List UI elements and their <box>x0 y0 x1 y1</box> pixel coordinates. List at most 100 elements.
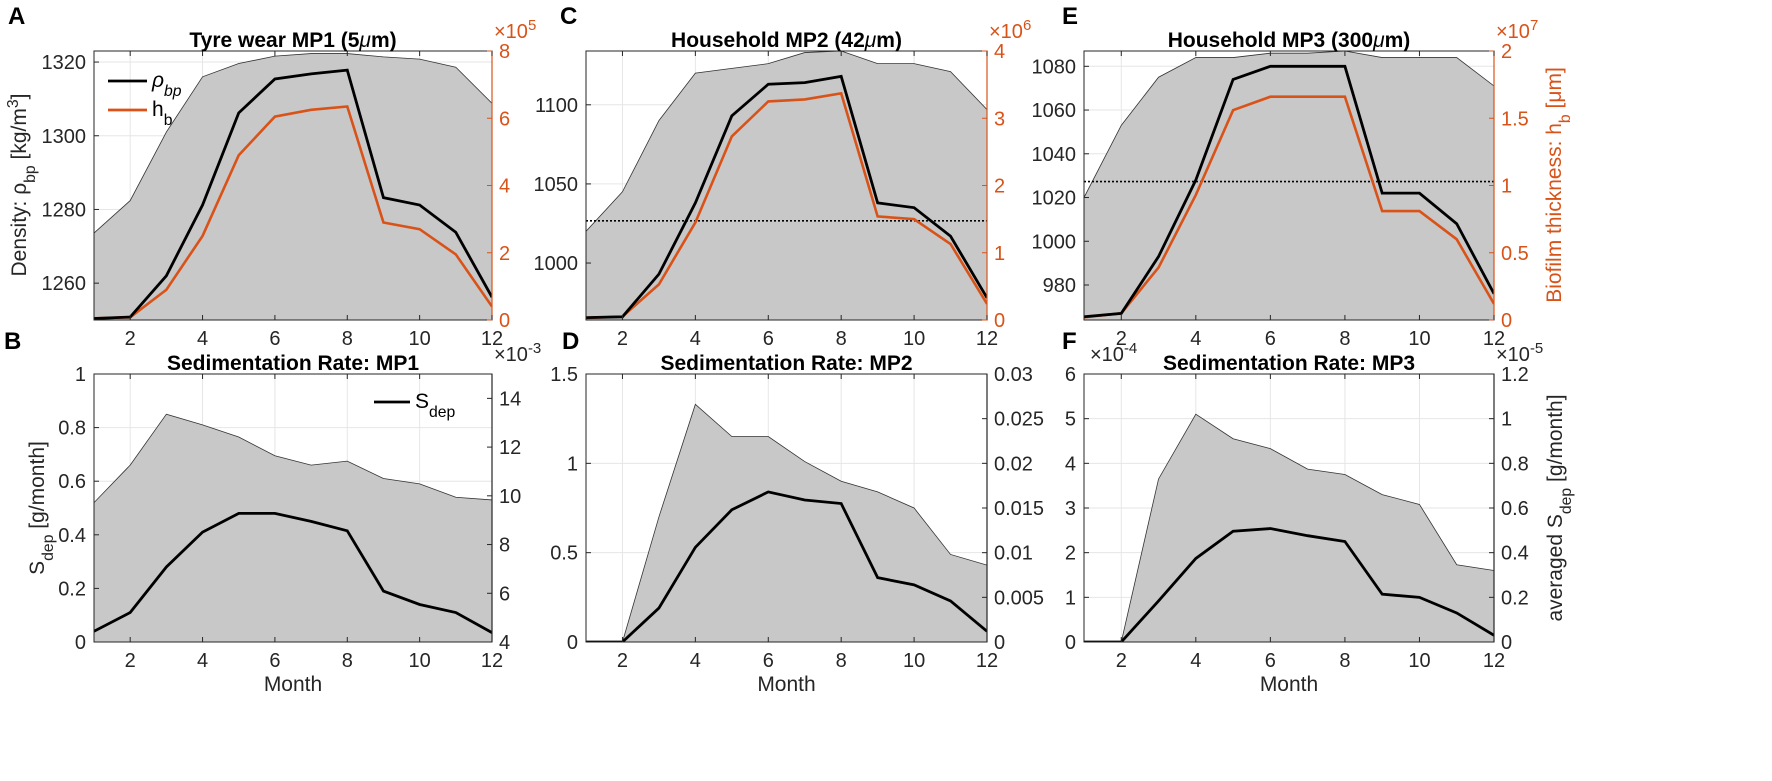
y-axis-label-sdep: Sdep [g/month] <box>26 441 57 575</box>
y-tick-label: 1000 <box>534 253 579 275</box>
y-tick-label: 1.5 <box>550 364 578 386</box>
x-tick-label: 8 <box>1339 650 1350 672</box>
title-part: Household MP2 (42 <box>671 29 865 52</box>
y-tick-label: 1 <box>1065 587 1076 609</box>
y-tick-label: 5 <box>1065 409 1076 431</box>
y-right-tick-label: 1 <box>994 243 1005 265</box>
x-tick-label: 8 <box>342 650 353 672</box>
panel-letter: C <box>560 3 577 30</box>
x-tick-label: 4 <box>197 650 208 672</box>
y-tick-label: 1000 <box>1032 231 1077 253</box>
y-tick-label: 1300 <box>42 126 87 148</box>
y-right-tick-label: 4 <box>499 176 510 198</box>
y-axis-label-averaged-sdep-part: dep <box>1558 488 1575 515</box>
x-tick-label: 2 <box>1116 328 1127 350</box>
envelope-area <box>1084 414 1494 642</box>
y-right-tick-label: 2 <box>499 243 510 265</box>
panel-d: 2 4 6 8 10 1200.511.500.0050.010.0150.020.025… <box>550 328 1044 696</box>
y-right-tick-label: 3 <box>994 108 1005 130</box>
series-hb-line <box>94 105 492 320</box>
legend-sdep-label-part: dep <box>429 404 456 421</box>
y-right-tick-label: 0.005 <box>994 587 1044 609</box>
y-right-tick-label: 0.02 <box>994 453 1033 475</box>
legend-hb-label-part: b <box>164 112 173 129</box>
panel-title: Tyre wear MP1 (5μm) <box>189 29 396 52</box>
right-axis-exponent-part: 6 <box>1023 17 1031 34</box>
y-right-tick-label: 6 <box>499 583 510 605</box>
x-tick-label: 12 <box>976 328 998 350</box>
data-layer <box>1084 413 1494 642</box>
x-tick-label: 2 <box>125 328 136 350</box>
y-axis-label-density-part: ] <box>8 94 31 100</box>
y-right-tick-label: 0.8 <box>1501 453 1529 475</box>
envelope-area <box>586 404 987 642</box>
envelope-edge <box>586 403 987 642</box>
y-right-tick-label: 14 <box>499 388 521 410</box>
y-tick-label: 3 <box>1065 498 1076 520</box>
x-tick-label: 12 <box>481 328 503 350</box>
panel-letter: F <box>1062 328 1077 355</box>
y-right-tick-label: 12 <box>499 437 521 459</box>
x-tick-label: 4 <box>1190 650 1201 672</box>
right-axis-exponent-part: 7 <box>1530 17 1538 34</box>
panel-title: Sedimentation Rate: MP3 <box>1163 352 1415 375</box>
y-tick-label: 1 <box>567 453 578 475</box>
panel-title: Household MP3 (300μm) <box>1168 29 1411 52</box>
x-tick-label: 4 <box>197 328 208 350</box>
panel-letter: A <box>8 3 25 30</box>
y-right-tick-label: 4 <box>994 41 1005 63</box>
right-axis-exponent-part: -3 <box>528 340 541 357</box>
data-layer <box>1084 51 1494 320</box>
x-tick-label: 6 <box>1265 650 1276 672</box>
x-tick-label: 12 <box>1483 650 1505 672</box>
y-tick-label: 1100 <box>535 95 578 117</box>
y-axis-label-sdep-part: S <box>26 561 49 575</box>
y-right-tick-label: 10 <box>499 486 521 508</box>
envelope-edge <box>1084 51 1494 198</box>
title-part: m) <box>1385 29 1411 52</box>
x-tick-label: 2 <box>125 650 136 672</box>
y-tick-label: 2 <box>1065 543 1076 565</box>
y-tick-label: 0.4 <box>58 525 86 547</box>
data-layer <box>586 403 987 642</box>
y-tick-label: 1260 <box>42 273 87 295</box>
y-right-tick-label: 0 <box>1501 632 1512 654</box>
series-rho-line <box>94 68 492 320</box>
panel-b: 2 4 6 8 10 1200.20.40.60.81468101214×10-3Sedi… <box>4 328 541 672</box>
right-axis-exponent-part: ×10 <box>494 21 528 43</box>
legend-hb-label-part: h <box>152 98 164 121</box>
y-axis-label-averaged-sdep: averaged Sdep [g/month] <box>1544 394 1575 621</box>
x-tick-label: 10 <box>409 328 431 350</box>
left-axis-exponent-part: -4 <box>1124 340 1137 357</box>
envelope-area <box>586 51 987 320</box>
title-part: m) <box>876 29 902 52</box>
y-right-tick-label: 0.01 <box>994 543 1033 565</box>
y-axis-label-sdep-part: dep <box>40 534 57 561</box>
x-tick-label: 10 <box>903 328 925 350</box>
x-axis-label-b: Month <box>264 673 322 696</box>
right-axis-exponent-part: ×10 <box>1496 344 1530 366</box>
x-tick-label: 8 <box>836 650 847 672</box>
series-rho-line <box>1084 64 1494 319</box>
y-right-tick-label: 0.4 <box>1501 543 1529 565</box>
y-right-tick-label: 8 <box>499 535 510 557</box>
y-axis-label-density: Density: ρbp [kg/m3] <box>5 94 39 277</box>
y-right-tick-label: 2 <box>1501 41 1512 63</box>
envelope-area <box>94 414 492 642</box>
y-tick-label: 1280 <box>42 199 87 221</box>
series-sdep-line <box>1084 527 1494 642</box>
series-hb-line <box>1084 95 1494 319</box>
envelope-area <box>1084 51 1494 320</box>
y-tick-label: 0.8 <box>58 418 86 440</box>
y-axis-label-biofilm-part: μ <box>1543 91 1566 103</box>
right-axis-exponent: ×107 <box>1496 17 1538 44</box>
y-tick-label: 1040 <box>1032 144 1077 166</box>
title-mu: μ <box>358 29 371 52</box>
y-tick-label: 980 <box>1043 275 1076 297</box>
y-right-tick-label: 0.03 <box>994 364 1033 386</box>
left-axis-exponent: ×10-4 <box>1090 340 1137 367</box>
y-right-tick-label: 0.6 <box>1501 498 1529 520</box>
right-axis-exponent-part: ×10 <box>1496 21 1530 43</box>
series-hb-line <box>586 91 987 320</box>
